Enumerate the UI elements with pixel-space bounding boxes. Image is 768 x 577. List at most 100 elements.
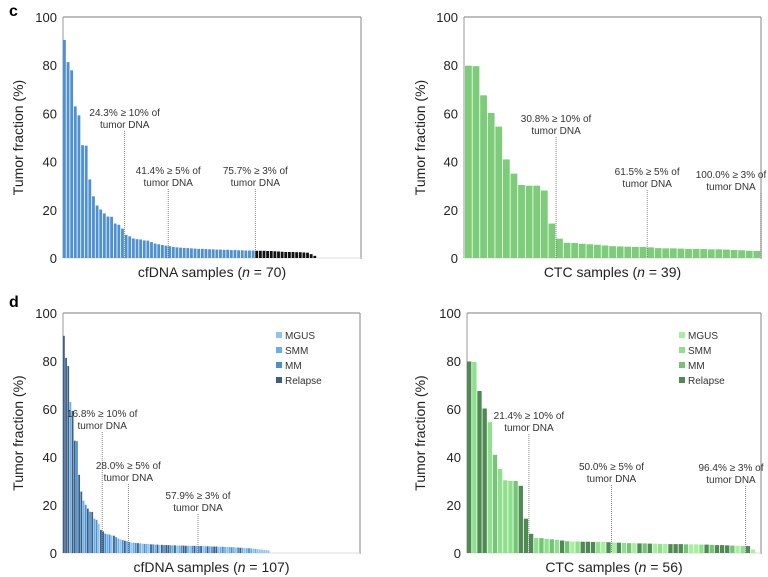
legend-swatch [679, 362, 685, 368]
bar [204, 546, 207, 553]
bar [143, 543, 146, 553]
annotation-label: 75.7% ≥ 3% of [223, 166, 288, 177]
legend-swatch [276, 377, 282, 383]
bar [237, 547, 239, 553]
bar [99, 209, 103, 258]
bar [280, 251, 284, 258]
y-tick-label: 0 [50, 546, 57, 561]
bar [117, 224, 121, 258]
bar [154, 544, 157, 553]
y-tick-label: 100 [436, 10, 458, 25]
y-axis-label: Tumor fraction (%) [412, 80, 428, 195]
annotation-label: tumor DNA [144, 178, 194, 189]
bar [233, 250, 237, 258]
bar [123, 540, 126, 553]
bar [277, 251, 280, 258]
bar [677, 248, 685, 258]
bar [251, 250, 255, 258]
bar [102, 531, 104, 553]
bar [621, 542, 627, 553]
legend-swatch [679, 332, 685, 338]
bar [601, 245, 609, 258]
bar [735, 545, 740, 553]
bar [63, 335, 65, 553]
bar [66, 62, 70, 258]
legend-swatch [679, 377, 685, 383]
bar [477, 391, 482, 553]
bar [108, 534, 111, 553]
bar [81, 145, 84, 258]
bar [580, 541, 585, 553]
bar [255, 250, 259, 258]
annotation-label: 28.0% ≥ 5% of [96, 461, 161, 472]
bar [267, 550, 270, 553]
bar [197, 248, 201, 258]
bar [180, 545, 183, 553]
bar [601, 541, 606, 553]
bar [302, 252, 306, 258]
bar [652, 543, 658, 553]
y-tick-label: 80 [444, 58, 458, 73]
bar [150, 544, 152, 553]
legend-swatch [276, 362, 282, 368]
bar [193, 545, 196, 553]
y-axis-label: Tumor fraction (%) [10, 375, 26, 490]
bar [518, 485, 523, 553]
bar [637, 543, 642, 553]
bar [544, 538, 549, 553]
bar [244, 250, 248, 258]
bar [715, 249, 723, 258]
bar [709, 544, 714, 553]
bar [182, 545, 185, 553]
bar [80, 491, 83, 553]
bar [222, 249, 226, 258]
bar [113, 535, 115, 553]
annotation-label: tumor DNA [104, 473, 154, 484]
bar [738, 250, 746, 258]
bar [256, 549, 259, 553]
legend-label: MM [688, 361, 705, 372]
chart-c-ctc: 0 20 40 60 80 100 Tumor fraction (%) CTC sample… [412, 10, 766, 280]
bar [730, 545, 735, 553]
x-axis-label: CTC samples (n = 39) [544, 264, 681, 280]
legend-swatch [276, 332, 282, 338]
bar [586, 244, 594, 258]
bar [215, 546, 218, 553]
bar [147, 544, 150, 553]
bar [195, 546, 198, 553]
bar [510, 173, 518, 258]
bar [135, 239, 139, 258]
bar [647, 247, 654, 258]
bar [198, 546, 200, 553]
legend-label: MGUS [285, 331, 315, 342]
bar [228, 547, 231, 553]
bar [563, 242, 571, 258]
bar [590, 541, 596, 553]
bar [158, 544, 161, 553]
bar [730, 250, 738, 258]
bar [704, 544, 709, 553]
bar [467, 361, 472, 553]
bar [663, 543, 668, 553]
bar [616, 246, 624, 258]
y-tick-label: 100 [439, 306, 461, 321]
bar [164, 245, 168, 258]
panel-label-c: c [9, 3, 18, 20]
bar [86, 508, 89, 553]
annotation-label: 30.8% ≥ 10% of [521, 114, 592, 125]
bar [235, 547, 237, 553]
annotation-label: tumor DNA [231, 178, 281, 189]
bar [73, 440, 76, 553]
bar [200, 248, 204, 258]
bar [548, 223, 556, 258]
legend-label: SMM [688, 346, 711, 357]
bar [219, 249, 222, 258]
bar [487, 422, 493, 553]
bar [518, 184, 525, 258]
y-axis-label: Tumor fraction (%) [412, 375, 428, 490]
bar [171, 545, 174, 553]
bar [273, 251, 277, 258]
bar [139, 239, 143, 258]
bar [229, 250, 233, 258]
